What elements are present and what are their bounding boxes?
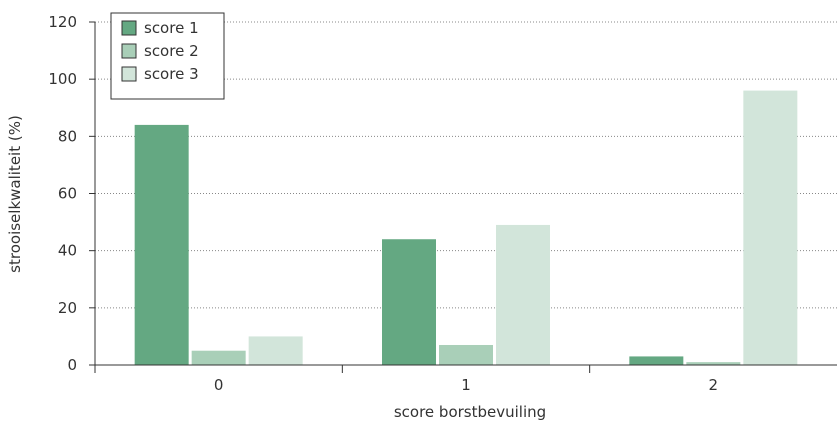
legend-label: score 3 — [144, 65, 199, 83]
bar-score-2-cat-0 — [191, 350, 246, 365]
y-tick-label: 80 — [58, 127, 77, 145]
axes: 0 20 40 60 80 100 120 0 1 2 — [48, 13, 837, 394]
bar-score-1-cat-2 — [629, 356, 684, 365]
x-tick-label: 0 — [214, 376, 224, 394]
x-tick-label: 2 — [709, 376, 719, 394]
y-axis-title: strooiselkwaliteit (%) — [6, 115, 24, 273]
bar-score-3-cat-0 — [248, 336, 303, 365]
bars — [134, 90, 798, 366]
bar-score-2-cat-2 — [686, 362, 741, 365]
bar-score-3-cat-2 — [743, 90, 798, 365]
y-tick-label: 20 — [58, 299, 77, 317]
bar-score-2-cat-1 — [439, 344, 493, 365]
legend-label: score 1 — [144, 19, 199, 37]
x-axis-title: score borstbevuiling — [394, 403, 546, 421]
bar-score-1-cat-1 — [382, 239, 436, 365]
legend: score 1 score 2 score 3 — [110, 12, 225, 100]
bar-score-3-cat-1 — [496, 224, 550, 365]
y-tick-label: 0 — [67, 356, 77, 374]
legend-label: score 2 — [144, 42, 199, 60]
bar-score-1-cat-0 — [134, 124, 189, 366]
legend-swatch — [121, 20, 137, 36]
y-tick-label: 40 — [58, 242, 77, 260]
legend-swatch — [121, 43, 137, 59]
y-tick-label: 120 — [48, 13, 77, 31]
y-tick-label: 100 — [48, 70, 77, 88]
legend-swatch — [121, 66, 137, 82]
y-tick-label: 60 — [58, 185, 77, 203]
x-tick-label: 1 — [461, 376, 471, 394]
